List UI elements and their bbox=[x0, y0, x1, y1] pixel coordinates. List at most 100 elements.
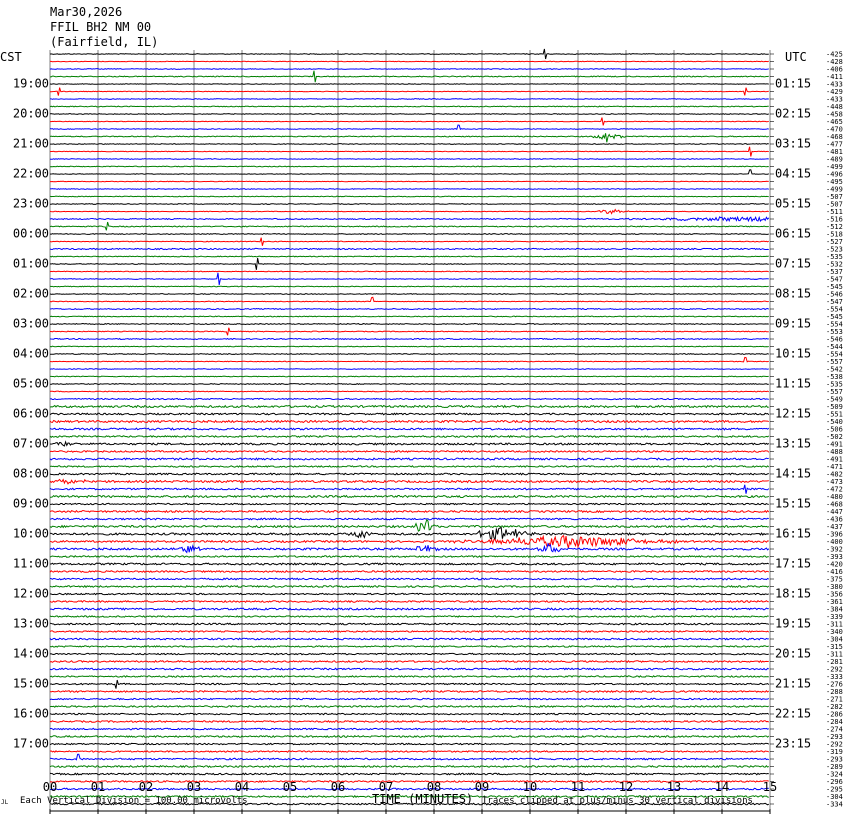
x-tick-label: 06 bbox=[331, 780, 345, 794]
seismic-trace bbox=[49, 526, 769, 541]
trace-offset-value: -489 bbox=[826, 156, 843, 164]
seismic-trace bbox=[49, 285, 769, 288]
seismic-trace bbox=[49, 675, 769, 678]
seismic-trace bbox=[49, 719, 770, 724]
seismic-trace bbox=[49, 270, 769, 273]
seismic-trace bbox=[49, 787, 769, 791]
left-hour-label: 20:00 bbox=[13, 107, 49, 121]
seismic-trace bbox=[49, 779, 769, 784]
trace-offset-value: -448 bbox=[826, 103, 843, 111]
trace-offset-value: -292 bbox=[826, 666, 843, 674]
right-hour-label: 12:15 bbox=[775, 407, 811, 421]
trace-offset-value: -425 bbox=[826, 51, 843, 59]
trace-offset-value: -472 bbox=[826, 486, 843, 494]
trace-offset-value: -293 bbox=[826, 756, 843, 764]
seismic-trace bbox=[49, 440, 770, 447]
x-tick-label: 09 bbox=[475, 780, 489, 794]
right-hour-label: 14:15 bbox=[775, 467, 811, 481]
seismic-trace bbox=[49, 368, 769, 370]
trace-offset-value: -470 bbox=[826, 126, 843, 134]
trace-offset-value: -516 bbox=[826, 216, 843, 224]
vertical-scale-note: Each Vertical Division = 100.00 microvol… bbox=[20, 796, 248, 806]
right-hour-label: 01:15 bbox=[775, 77, 811, 91]
seismic-trace bbox=[49, 472, 769, 476]
trace-offset-value: -553 bbox=[826, 328, 843, 336]
seismic-trace bbox=[49, 307, 770, 311]
seismic-trace bbox=[49, 221, 769, 231]
trace-offset-value: -507 bbox=[826, 193, 843, 201]
seismic-trace bbox=[49, 592, 770, 596]
x-tick-label: 01 bbox=[91, 780, 105, 794]
seismic-trace bbox=[49, 169, 769, 175]
seismic-trace bbox=[49, 794, 769, 799]
trace-offset-value: -499 bbox=[826, 163, 843, 171]
seismic-trace bbox=[49, 502, 769, 506]
trace-offset-value: -554 bbox=[826, 306, 843, 314]
seismic-trace bbox=[49, 667, 770, 671]
seismic-trace bbox=[49, 233, 769, 235]
seismic-trace bbox=[49, 345, 769, 348]
seismic-trace bbox=[49, 697, 770, 701]
left-hour-label: 06:00 bbox=[13, 407, 49, 421]
trace-offset-value: -393 bbox=[826, 553, 843, 561]
seismic-trace bbox=[49, 450, 770, 454]
seismic-trace bbox=[49, 133, 770, 143]
seismic-trace bbox=[49, 584, 770, 589]
right-hour-label: 16:15 bbox=[775, 527, 811, 541]
seismic-trace bbox=[49, 315, 769, 318]
trace-offset-value: -468 bbox=[826, 501, 843, 509]
right-hour-label: 07:15 bbox=[775, 257, 811, 271]
left-hour-label: 23:00 bbox=[13, 197, 49, 211]
seismic-trace bbox=[49, 705, 770, 709]
seismic-trace bbox=[49, 165, 769, 168]
seismic-trace bbox=[49, 180, 769, 183]
trace-offset-value: -274 bbox=[826, 726, 843, 734]
trace-offset-value: -488 bbox=[826, 448, 843, 456]
trace-offset-value: -545 bbox=[826, 283, 843, 291]
right-hour-label: 20:15 bbox=[775, 647, 811, 661]
left-hour-label: 12:00 bbox=[13, 587, 49, 601]
seismic-trace bbox=[49, 48, 769, 60]
trace-offset-value: -502 bbox=[826, 433, 843, 441]
seismic-trace bbox=[49, 652, 769, 656]
seismic-trace bbox=[49, 195, 769, 198]
trace-offset-value: -296 bbox=[826, 778, 843, 786]
trace-offset-value: -549 bbox=[826, 396, 843, 404]
seismic-traces bbox=[49, 48, 770, 806]
trace-offset-value: -447 bbox=[826, 508, 843, 516]
seismic-trace bbox=[49, 383, 769, 385]
trace-offset-value: -406 bbox=[826, 66, 843, 74]
x-tick-label: 07 bbox=[379, 780, 393, 794]
trace-offset-value: -458 bbox=[826, 111, 843, 119]
trace-offset-value: -315 bbox=[826, 643, 843, 651]
left-hour-label: 09:00 bbox=[13, 497, 49, 511]
trace-offset-value: -480 bbox=[826, 493, 843, 501]
trace-offset-value: -324 bbox=[826, 771, 843, 779]
trace-offset-value: -481 bbox=[826, 148, 843, 156]
trace-offset-value: -511 bbox=[826, 208, 843, 216]
x-tick-label: 14 bbox=[715, 780, 729, 794]
station-id: FFIL BH2 NM 00 bbox=[50, 20, 152, 34]
right-hour-label: 19:15 bbox=[775, 617, 811, 631]
trace-offset-value: -361 bbox=[826, 598, 843, 606]
trace-offset-value: -380 bbox=[826, 583, 843, 591]
seismic-trace bbox=[49, 659, 769, 664]
seismic-trace bbox=[49, 772, 769, 776]
x-tick-label: 00 bbox=[43, 780, 57, 794]
trace-offset-value: -499 bbox=[826, 186, 843, 194]
seismic-trace bbox=[49, 146, 769, 157]
left-hour-label: 15:00 bbox=[13, 677, 49, 691]
trace-offset-value: -518 bbox=[826, 231, 843, 239]
seismic-trace bbox=[49, 337, 769, 341]
seismic-trace bbox=[49, 509, 770, 514]
seismic-trace bbox=[49, 247, 769, 251]
trace-offset-value: -477 bbox=[826, 141, 843, 149]
seismic-trace bbox=[49, 208, 769, 215]
trace-offset-value: -465 bbox=[826, 118, 843, 126]
trace-offset-value: -304 bbox=[826, 636, 843, 644]
trace-offset-value: -293 bbox=[826, 733, 843, 741]
x-tick-label: 04 bbox=[235, 780, 249, 794]
trace-offset-value: -491 bbox=[826, 456, 843, 464]
left-hour-label: 08:00 bbox=[13, 467, 49, 481]
trace-offset-value: -319 bbox=[826, 748, 843, 756]
